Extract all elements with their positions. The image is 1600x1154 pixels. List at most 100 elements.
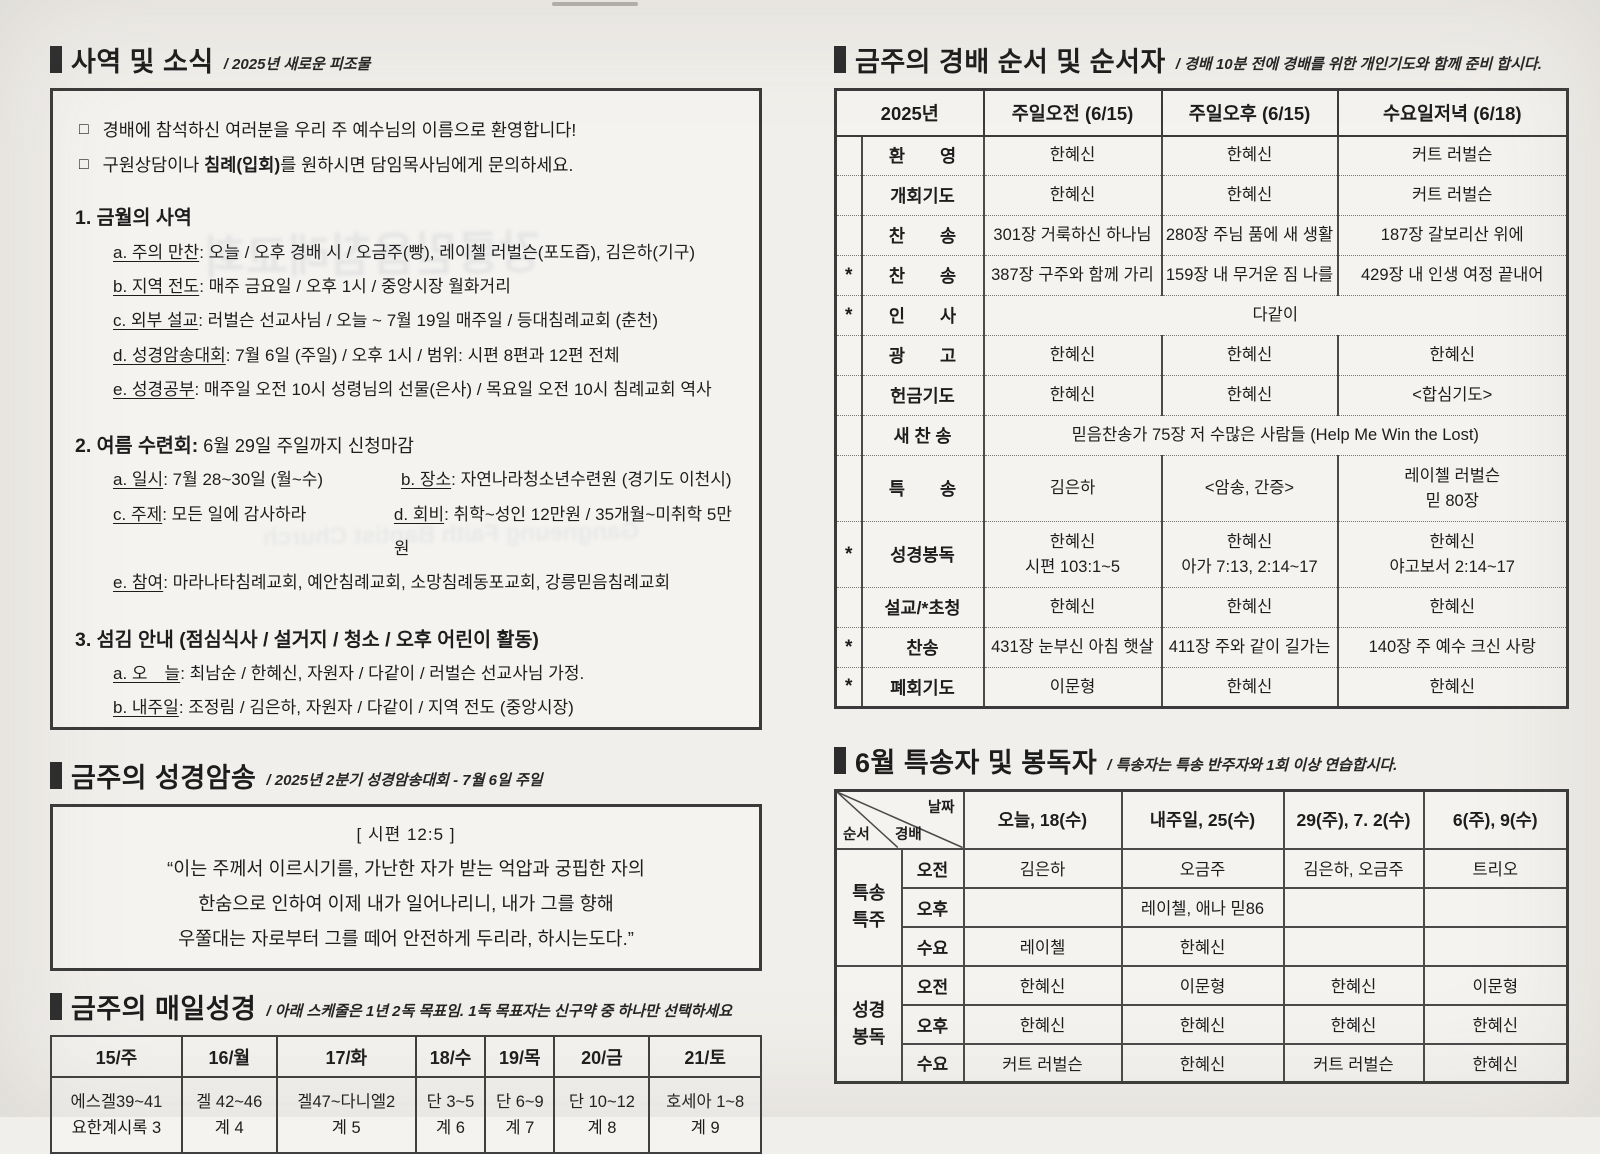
monthly-ministry-section: 1. 금월의 사역 a. 주의 만찬: 오늘 / 오후 경배 시 / 오금주(빵… bbox=[75, 204, 739, 407]
section-subtitle: / 2025년 2분기 성경암송대회 - 7월 6일 주일 bbox=[266, 772, 543, 789]
section-title: 사역 및 소식 bbox=[71, 47, 214, 77]
assignee-cell: 한혜신 bbox=[982, 375, 1162, 416]
table-row: 특 송 김은하 <암송, 간증> 레이첼 러벌슨 믿 80장 bbox=[835, 455, 1568, 522]
assignee-cell: 커트 러벌슨 bbox=[1336, 135, 1568, 176]
service-header: 주일오후 (6/15) bbox=[1160, 89, 1338, 137]
order-label: 광 고 bbox=[860, 335, 984, 376]
singer-cell: 트리오 bbox=[1422, 847, 1569, 889]
reader-cell: 한혜신 bbox=[1120, 1043, 1285, 1084]
section-bar-icon bbox=[50, 46, 62, 73]
service-header: 주일오전 (6/15) bbox=[982, 89, 1162, 137]
time-label: 수요 bbox=[900, 1043, 965, 1084]
item-pair: c. 주제: 모든 일에 감사하라 d. 회비: 취학~성인 12만원 / 35… bbox=[113, 498, 739, 567]
verse-line: 한숨으로 인하여 이제 내가 일어나리니, 내가 그를 향해 bbox=[198, 892, 614, 914]
day-header: 20/금 bbox=[553, 1035, 651, 1079]
star-cell: * bbox=[835, 295, 862, 336]
reading-cell: 에스겔39~41 요한계시록 3 bbox=[50, 1076, 183, 1154]
diagonal-lines-icon bbox=[837, 792, 963, 848]
assignee-cell: 한혜신 bbox=[982, 587, 1162, 628]
order-label: 폐회기도 bbox=[860, 667, 984, 708]
table-header-row: 15/주 16/월 17/화 18/수 19/목 20/금 21/토 bbox=[50, 1035, 762, 1079]
year-header: 2025년 bbox=[835, 89, 984, 137]
order-label: 성경봉독 bbox=[860, 521, 984, 588]
table-row: 설교/*초청 한혜신 한혜신 한혜신 bbox=[835, 587, 1568, 628]
singer-cell bbox=[1422, 887, 1569, 928]
table-row: 오후 한혜신 한혜신 한혜신 한혜신 bbox=[836, 1004, 1569, 1045]
daily-bible-table: 15/주 16/월 17/화 18/수 19/목 20/금 21/토 에스겔39… bbox=[50, 1035, 762, 1154]
table-row: * 찬송 431장 눈부신 아침 햇살 411장 주와 같이 길가는 140장 … bbox=[835, 627, 1568, 668]
section-subtitle: / 경배 10분 전에 경배를 위한 개인기도와 함께 준비 합시다. bbox=[1175, 56, 1542, 73]
group-label: 성경 봉독 bbox=[834, 964, 903, 1084]
reading-cell: 단 6~9 계 7 bbox=[484, 1076, 556, 1154]
table-row: * 성경봉독 한혜신 시편 103:1~5 한혜신 아가 7:13, 2:14~17… bbox=[835, 521, 1568, 588]
worship-order-table: 2025년 주일오전 (6/15) 주일오후 (6/15) 수요일저녁 (6/1… bbox=[834, 88, 1569, 709]
item-list: a. 오 늘: 최남순 / 한혜신, 자원자 / 다같이 / 러벌슨 선교사님 … bbox=[113, 657, 739, 726]
memory-verse-box: [ 시편 12:5 ] “이는 주께서 이르시기를, 가난한 자가 받는 억압과… bbox=[50, 804, 762, 972]
corner-order-label: 순서 bbox=[843, 826, 870, 843]
assignee-cell: <암송, 간증> bbox=[1160, 455, 1338, 522]
star-cell bbox=[835, 375, 862, 416]
reader-cell: 한혜신 bbox=[1282, 1004, 1425, 1045]
table-row: 성경 봉독 오전 한혜신 이문형 한혜신 이문형 bbox=[834, 964, 1569, 1084]
merged-cell: 다같이 bbox=[982, 295, 1568, 336]
table-header-row: 날짜 순서 경배 오늘, 18(수) 내주일, 25(수) 29(주), 7. … bbox=[834, 789, 1569, 850]
assignee-cell: 커트 러벌슨 bbox=[1336, 175, 1568, 216]
table-row: 헌금기도 한혜신 한혜신 <합심기도> bbox=[835, 375, 1568, 416]
section-subtitle: / 2025년 새로운 피조물 bbox=[223, 56, 371, 73]
verse-line: “이는 주께서 이르시기를, 가난한 자가 받는 억압과 궁핍한 자의 bbox=[167, 858, 645, 880]
assignee-cell: 김은하 bbox=[982, 455, 1162, 522]
day-header: 18/수 bbox=[414, 1035, 487, 1079]
date-header: 오늘, 18(수) bbox=[962, 789, 1123, 850]
reader-cell: 이문형 bbox=[1120, 964, 1285, 1006]
hymn-cell: 301장 거룩하신 하나님 bbox=[982, 215, 1162, 256]
reading-cell: 단 10~12 계 8 bbox=[553, 1076, 651, 1154]
order-label: 설교/*초청 bbox=[860, 587, 984, 628]
section-title: 금주의 경배 순서 및 순서자 bbox=[855, 47, 1166, 77]
table-row: * 폐회기도 이문형 한혜신 한혜신 bbox=[835, 667, 1568, 708]
order-label: 헌금기도 bbox=[860, 375, 984, 416]
reader-cell: 커트 러벌슨 bbox=[1282, 1043, 1425, 1084]
list-item: c. 외부 설교: 러벌슨 선교사님 / 오늘 ~ 7월 19일 매주일 / 등… bbox=[113, 311, 659, 331]
scan-artifact bbox=[552, 2, 638, 6]
assignee-cell: 한혜신 bbox=[1160, 175, 1338, 216]
star-cell bbox=[835, 215, 862, 256]
list-item: a. 일시: 7월 28~30일 (월~수) bbox=[113, 470, 324, 490]
reader-cell: 한혜신 bbox=[1120, 1004, 1285, 1045]
singer-cell bbox=[1282, 887, 1425, 928]
time-label: 오전 bbox=[900, 964, 965, 1006]
verse-reference: [ 시편 12:5 ] bbox=[356, 825, 456, 844]
section-bar-icon bbox=[834, 747, 846, 774]
reader-cell: 한혜신 bbox=[1422, 1004, 1569, 1045]
singer-cell: 오금주 bbox=[1120, 847, 1285, 889]
order-label: 찬송 bbox=[860, 627, 984, 668]
table-row: 특송 특주 오전 김은하 오금주 김은하, 오금주 트리오 bbox=[834, 847, 1569, 967]
scripture-cell: 한혜신 아가 7:13, 2:14~17 bbox=[1160, 521, 1338, 588]
table-row: 새 찬 송 믿음찬송가 75장 저 수많은 사람들 (Help Me Win t… bbox=[835, 415, 1568, 456]
assignee-cell: 한혜신 bbox=[1336, 667, 1568, 708]
time-label: 오후 bbox=[900, 887, 965, 928]
assignee-cell: 한혜신 bbox=[982, 135, 1162, 176]
table-header-row: 2025년 주일오전 (6/15) 주일오후 (6/15) 수요일저녁 (6/1… bbox=[835, 89, 1568, 137]
date-header: 6(주), 9(수) bbox=[1422, 789, 1569, 850]
assignee-cell: 한혜신 bbox=[1160, 135, 1338, 176]
hymn-cell: 431장 눈부신 아침 햇살 bbox=[982, 627, 1162, 668]
right-column: 금주의 경배 순서 및 순서자 / 경배 10분 전에 경배를 위한 개인기도와… bbox=[834, 40, 1569, 1084]
list-item: a. 오 늘: 최남순 / 한혜신, 자원자 / 다같이 / 러벌슨 선교사님 … bbox=[113, 664, 585, 683]
assignee-cell: 한혜신 bbox=[982, 335, 1162, 376]
reader-cell: 이문형 bbox=[1422, 964, 1569, 1006]
reader-cell: 한혜신 bbox=[962, 1004, 1123, 1045]
notice-line: □ 경배에 참석하신 여러분을 우리 주 예수님의 이름으로 환영합니다! bbox=[79, 117, 739, 144]
table-row: 찬 송 301장 거룩하신 하나님 280장 주님 품에 새 생활 187장 갈… bbox=[835, 215, 1568, 256]
notice-text: 경배에 참석하신 여러분을 우리 주 예수님의 이름으로 환영합니다! bbox=[102, 120, 577, 140]
section-subtitle: / 아래 스케줄은 1년 2독 목표임. 1독 목표자는 신구약 중 하나만 선… bbox=[266, 1003, 732, 1021]
assignee-cell: <합심기도> bbox=[1336, 375, 1568, 416]
order-label: 특 송 bbox=[860, 455, 984, 522]
list-item: a. 주의 만찬: 오늘 / 오후 경배 시 / 오금주(빵), 레이첼 러벌슨… bbox=[113, 242, 696, 262]
scripture-cell: 한혜신 야고보서 2:14~17 bbox=[1336, 521, 1568, 588]
day-header: 21/토 bbox=[648, 1035, 762, 1079]
table-row: 에스겔39~41 요한계시록 3 겔 42~46 계 4 겔47~다니엘2 계 5 단… bbox=[50, 1076, 762, 1154]
left-column: 사역 및 소식 / 2025년 새로운 피조물 강릉믿음침례교회 Gangneu… bbox=[50, 40, 762, 1154]
section-title: 금주의 성경암송 bbox=[71, 763, 257, 793]
order-label: 인 사 bbox=[860, 295, 984, 336]
table-row: 수요 커트 러벌슨 한혜신 커트 러벌슨 한혜신 bbox=[836, 1043, 1569, 1084]
